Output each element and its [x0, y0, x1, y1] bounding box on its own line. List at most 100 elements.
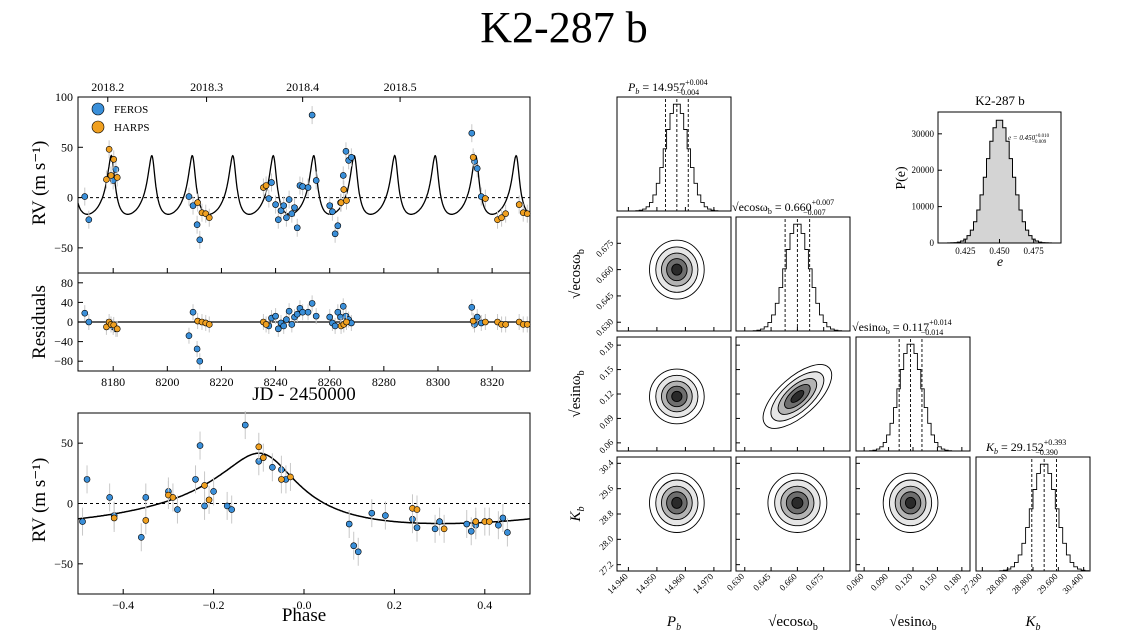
phase-point-harps — [169, 494, 177, 501]
corner-cell-2-0: 0.06 0.09 0.12 0.15 0.18 — [597, 336, 732, 456]
corner-cell-0-0 — [616, 96, 732, 212]
phase-point-feros — [354, 548, 362, 556]
residual-point-harps — [262, 321, 270, 328]
x-tick-label: 14.940 — [605, 571, 630, 596]
phase-point-harps — [287, 473, 294, 481]
data-point-feros — [473, 165, 481, 172]
x-tick-label: −0.2 — [203, 598, 225, 612]
y-tick-label: 0 — [67, 191, 73, 205]
data-point-harps — [337, 199, 345, 206]
phase-point-feros — [345, 520, 353, 528]
data-point-harps — [515, 201, 523, 208]
y-tick-label: −50 — [54, 241, 73, 255]
phase-point-feros — [83, 476, 91, 483]
x-tick-label: 28.000 — [985, 571, 1010, 596]
phase-point-feros — [174, 506, 181, 513]
x-tick-label: −0.4 — [112, 598, 134, 612]
x-tick-label: 8220 — [209, 375, 233, 389]
corner-x-axis-label: √ecosωb — [768, 614, 818, 633]
legend-harps-label: HARPS — [114, 122, 149, 134]
y-tick-label: 0.06 — [597, 437, 616, 456]
phase-point-harps — [142, 517, 150, 524]
data-point-harps — [482, 195, 489, 202]
corner-title-esinw: √esinωb = 0.117+0.014 −0.014 — [852, 318, 952, 337]
corner-axes-frame — [975, 456, 1091, 572]
y-tick-label: 0.18 — [597, 339, 616, 358]
data-point-feros — [85, 216, 93, 223]
residual-point-feros — [339, 303, 347, 310]
residuals-panel: Residuals JD - 2450000 −80 −40 0 40 80 8180 82… — [29, 272, 531, 405]
phase-point-feros — [467, 527, 475, 535]
phase-point-harps — [255, 443, 263, 451]
data-point-feros — [293, 224, 301, 232]
corner-title-ecosw: √ecosωb = 0.660+0.007 −0.007 — [732, 198, 834, 217]
data-point-feros — [272, 201, 279, 208]
data-point-feros — [280, 202, 288, 209]
corner-cell-3-3: 27.200 28.000 28.800 29.600 30.400 — [959, 456, 1091, 596]
corner-y-axis-label: √esinωb — [568, 370, 587, 417]
phase-point-harps — [278, 476, 285, 483]
phase-point-feros — [192, 476, 199, 483]
data-point-harps — [205, 214, 213, 221]
corner-plot: Pb = 14.957+0.004 −0.004 √ecosωb = 0.660+… — [568, 78, 1091, 633]
residual-point-feros — [308, 300, 316, 307]
eccentricity-panel: K2-287 b P(e) e e = 0.450+0.010 −0.009 0 1… — [894, 93, 1062, 270]
residual-point-feros — [85, 318, 93, 326]
x-tick-label: 14.950 — [634, 571, 659, 596]
phase-point-harps — [201, 482, 208, 489]
data-point-feros — [268, 179, 275, 186]
phase-point-feros — [210, 488, 217, 495]
corner-cell-3-0: 14.940 14.950 14.960 14.970 27.2 28.0 28.8 29.6… — [597, 456, 732, 596]
phase-point-feros — [223, 502, 231, 510]
x-tick-label: 0.645 — [751, 571, 773, 593]
residual-point-feros — [337, 313, 344, 321]
data-point-feros — [196, 236, 204, 244]
corner-axes-frame — [616, 216, 732, 332]
data-point-feros — [326, 202, 334, 209]
y-tick-label: 0.09 — [597, 412, 616, 431]
residual-point-feros — [189, 308, 197, 316]
residual-point-feros — [312, 312, 320, 320]
phase-point-harps — [205, 496, 213, 504]
x-tick-label: 14.970 — [691, 571, 716, 596]
y-tick-label: 0 — [930, 238, 935, 248]
corner-axes-frame — [616, 96, 732, 212]
phase-point-feros — [350, 542, 358, 550]
y-tick-label: 0.675 — [594, 237, 616, 259]
y-tick-label: 0.630 — [594, 316, 616, 338]
residual-point-feros — [468, 303, 476, 311]
residual-point-feros — [283, 316, 290, 323]
phase-point-feros — [431, 525, 439, 533]
rv-phase-panel: RV (m s⁻¹) Phase −50 0 50 −0.4 −0.2 0.0 0.2 0.4 — [29, 411, 531, 626]
corner-x-axis-label: Pb — [666, 614, 681, 633]
data-point-feros — [285, 196, 293, 203]
phase-model-curve — [77, 452, 531, 525]
phase-point-harps — [440, 525, 448, 533]
y-tick-label: 29.6 — [597, 483, 616, 502]
corner-x-axis-label: √esinωb — [889, 614, 936, 633]
residual-point-harps — [343, 318, 350, 326]
corner-cell-3-2: 0.060 0.090 0.120 0.150 0.180 — [844, 456, 971, 593]
y-tick-label: 100 — [55, 90, 73, 104]
data-point-feros — [304, 184, 312, 191]
y-tick-label: 0 — [67, 315, 73, 329]
phase-point-feros — [228, 506, 235, 513]
phase-point-feros — [79, 518, 86, 525]
data-point-feros — [308, 111, 316, 119]
y-tick-label: 0.15 — [597, 364, 616, 383]
residual-point-feros — [81, 309, 89, 317]
phase-point-feros — [436, 518, 443, 525]
y-tick-label: 20000 — [912, 165, 935, 175]
data-point-feros — [193, 221, 201, 229]
ecc-x-axis-label: e — [997, 255, 1003, 270]
phase-point-feros — [106, 494, 113, 501]
phase-point-feros — [196, 442, 204, 449]
legend-feros-marker — [91, 102, 105, 116]
y-tick-label: 27.2 — [597, 559, 615, 577]
legend-harps-marker — [91, 120, 105, 134]
residual-point-feros — [274, 325, 282, 333]
corner-cell-1-0: 0.630 0.645 0.660 0.675 — [594, 216, 732, 338]
y-tick-label: 50 — [61, 436, 73, 450]
residual-point-harps — [482, 318, 489, 326]
x-tick-label: 0.090 — [869, 571, 891, 593]
